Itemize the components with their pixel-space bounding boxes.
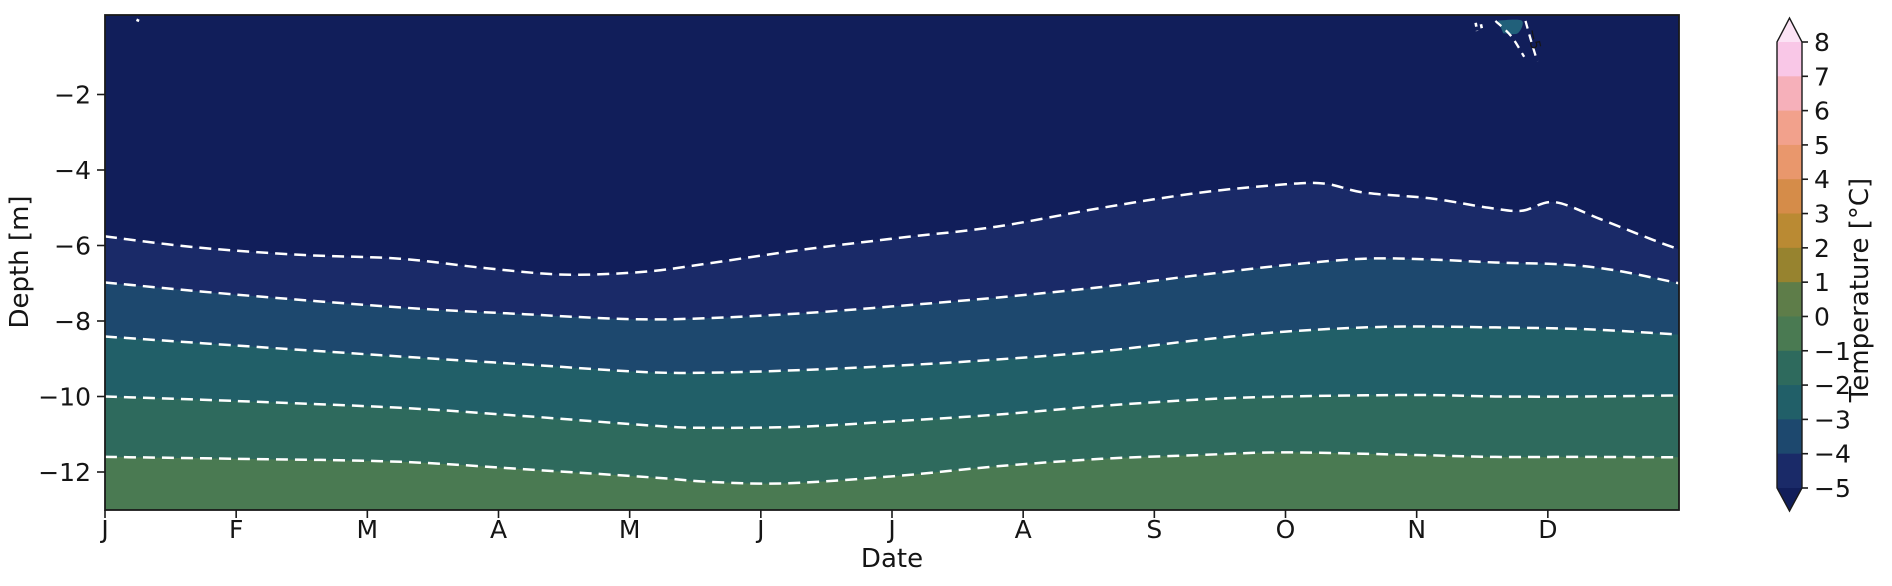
x-axis-title: Date xyxy=(861,544,923,574)
colorbar-tick-label-5: 5 xyxy=(1814,131,1830,160)
x-tick-label-4: M xyxy=(619,515,641,544)
colorbar-under-arrow xyxy=(1777,488,1802,511)
colorbar-tick-label--3: −3 xyxy=(1814,405,1851,434)
colorbar-segment xyxy=(1777,76,1802,112)
colorbar-segment xyxy=(1777,282,1802,318)
colorbar-segment xyxy=(1777,385,1802,420)
colorbar-tick-label-2: 2 xyxy=(1814,234,1830,263)
x-tick-label-7: A xyxy=(1015,515,1032,544)
y-axis-title: Depth [m] xyxy=(5,195,35,328)
y-tick-label--6: −6 xyxy=(54,232,91,261)
colorbar-segment xyxy=(1777,316,1802,352)
x-tick-label-6: J xyxy=(886,515,895,544)
colorbar-segment xyxy=(1777,179,1802,215)
anomaly-fragment xyxy=(1479,24,1484,31)
surface-minus5-anomaly: −5 xyxy=(135,18,1543,62)
x-tick-label-0: J xyxy=(99,515,108,544)
band--1-to-0 xyxy=(105,452,1679,510)
contour-fill-bands xyxy=(105,15,1679,510)
anomaly-contour xyxy=(1494,20,1526,58)
colorbar-segment xyxy=(1777,453,1802,489)
colorbar-segment xyxy=(1777,419,1802,455)
colorbar-segment xyxy=(1777,42,1802,77)
x-tick-label-8: S xyxy=(1146,515,1162,544)
colorbar: 8 7 6 5 4 3 2 1 0 −1 −2 −3 −4 −5 xyxy=(1776,16,1851,513)
x-tick-label-10: N xyxy=(1407,515,1426,544)
colorbar-segment xyxy=(1777,144,1802,180)
x-tick-label-9: O xyxy=(1276,515,1296,544)
y-tick-label--2: −2 xyxy=(54,81,91,110)
contour-dashed-lines xyxy=(105,181,1679,485)
colorbar-segment xyxy=(1777,247,1802,283)
anomaly-patch xyxy=(1498,19,1523,35)
contour-line--1 xyxy=(105,451,1679,485)
contour-line--5 xyxy=(105,181,1679,276)
x-tick-label-1: F xyxy=(229,515,243,544)
contour-line--3 xyxy=(105,325,1679,375)
colorbar-tick-label-0: 0 xyxy=(1814,302,1830,331)
colorbar-tick-label--1: −1 xyxy=(1814,337,1851,366)
y-tick-label--4: −4 xyxy=(54,156,91,185)
anomaly-fragment xyxy=(1474,22,1479,32)
colorbar-tick-label-3: 3 xyxy=(1814,200,1830,229)
colorbar-title: Temperature [°C] xyxy=(1845,178,1875,403)
x-tick-label-11: D xyxy=(1538,515,1557,544)
anomaly-fragment xyxy=(135,18,140,23)
x-tick-label-3: A xyxy=(490,515,507,544)
colorbar-tick-label--4: −4 xyxy=(1814,440,1851,469)
colorbar-tick-label-4: 4 xyxy=(1814,165,1830,194)
colorbar-tick-label--2: −2 xyxy=(1814,371,1851,400)
y-axis-ticks: −2 −4 −6 −8 −10 −12 xyxy=(38,81,105,487)
colorbar-segment xyxy=(1777,110,1802,146)
contour-line--4 xyxy=(105,257,1679,321)
x-tick-label-2: M xyxy=(357,515,379,544)
colorbar-tick-label--5: −5 xyxy=(1814,474,1851,503)
anomaly-contour-label: −5 xyxy=(1523,28,1543,52)
colorbar-tick-label-7: 7 xyxy=(1814,62,1830,91)
y-tick-label--8: −8 xyxy=(54,307,91,336)
y-tick-label--12: −12 xyxy=(38,458,91,487)
colorbar-tick-label-6: 6 xyxy=(1814,97,1830,126)
colorbar-tick-label-1: 1 xyxy=(1814,268,1830,297)
y-tick-label--10: −10 xyxy=(38,383,91,412)
colorbar-over-arrow xyxy=(1777,18,1802,42)
x-tick-label-5: J xyxy=(755,515,764,544)
colorbar-segment xyxy=(1777,350,1802,386)
colorbar-segment xyxy=(1777,213,1802,249)
anomaly-contour xyxy=(1524,20,1539,62)
colorbar-tick-label-8: 8 xyxy=(1814,28,1830,57)
contour-line--2 xyxy=(105,393,1679,430)
